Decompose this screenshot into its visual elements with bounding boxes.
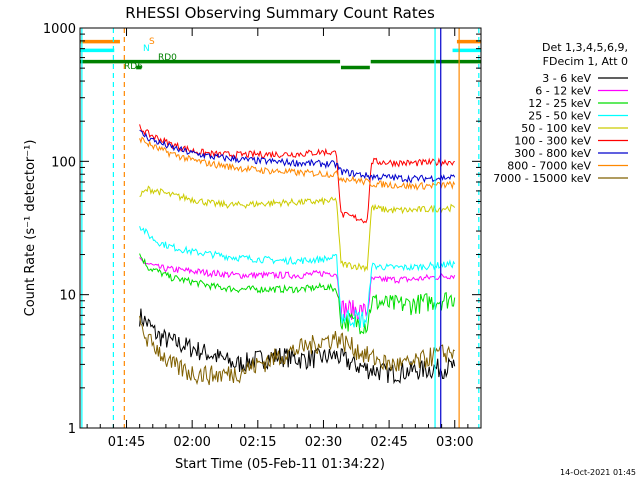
timestamp: 14-Oct-2021 01:45 (560, 468, 636, 477)
y-axis: 1 10 100 1000 (43, 22, 481, 437)
x-tick-label: 02:00 (173, 435, 210, 450)
series-line-6-12-kev (139, 257, 456, 321)
legend-label-3-6-kev: 3 - 6 keV (542, 72, 591, 85)
y-tick-label: 10 (59, 289, 76, 304)
x-axis: 01:45 02:00 02:15 02:30 02:45 03:00 (86, 28, 473, 450)
legend-label-100-300-kev: 100 - 300 keV (514, 135, 591, 148)
series-line-3-6-kev (139, 308, 456, 385)
legend-label-50-100-kev: 50 - 100 keV (521, 122, 591, 135)
x-axis-label: Start Time (05-Feb-11 01:34:22) (175, 457, 385, 472)
series-lines (139, 124, 456, 386)
state-bar-label-n: N (143, 44, 150, 54)
vertical-markers (81, 28, 480, 428)
state-bar-label-s: S (149, 37, 155, 47)
series-line-7000-15000-kev (139, 315, 455, 386)
y-tick-label: 1000 (43, 22, 76, 37)
legend-label-7000-15000-kev: 7000 - 15000 keV (493, 172, 591, 185)
series-line-50-100-kev (139, 185, 456, 273)
legend-label-25-50-kev: 25 - 50 keV (528, 110, 591, 123)
y-tick-label: 100 (51, 155, 76, 170)
x-tick-label: 02:15 (239, 435, 276, 450)
chart-title: RHESSI Observing Summary Count Rates (125, 4, 435, 22)
series-line-300-800-kev (139, 129, 456, 184)
plot-frame (79, 27, 482, 429)
legend-label-800-7000-kev: 800 - 7000 keV (507, 160, 591, 173)
legend-label-300-800-kev: 300 - 800 keV (514, 147, 591, 160)
y-tick-label: 1 (68, 422, 76, 437)
x-tick-label: 02:45 (370, 435, 407, 450)
legend: Det 1,3,4,5,6,9, FDecim 1, Att 0 3 - 6 k… (493, 41, 628, 185)
series-line-25-50-kev (139, 226, 456, 328)
y-axis-label: Count Rate (s⁻¹ detector⁻¹) (23, 140, 38, 317)
series-line-12-25-kev (139, 253, 456, 335)
x-tick-label: 03:00 (436, 435, 473, 450)
x-tick-label: 02:30 (305, 435, 342, 450)
series-line-800-7000-kev (139, 136, 456, 191)
state-bars (80, 39, 481, 70)
legend-header-line-2: FDecim 1, Att 0 (543, 55, 628, 68)
legend-label-6-12-kev: 6 - 12 keV (535, 85, 591, 98)
state-bar-label-rd6: RD6 (124, 62, 143, 72)
x-tick-label: 01:45 (108, 435, 145, 450)
series-line-100-300-kev (139, 124, 455, 224)
legend-label-12-25-kev: 12 - 25 keV (528, 97, 591, 110)
state-bar-labels: SN RD0 RD6 (124, 37, 177, 72)
state-bar-label-rd0: RD0 (158, 53, 177, 63)
legend-header-line-1: Det 1,3,4,5,6,9, (542, 41, 628, 54)
